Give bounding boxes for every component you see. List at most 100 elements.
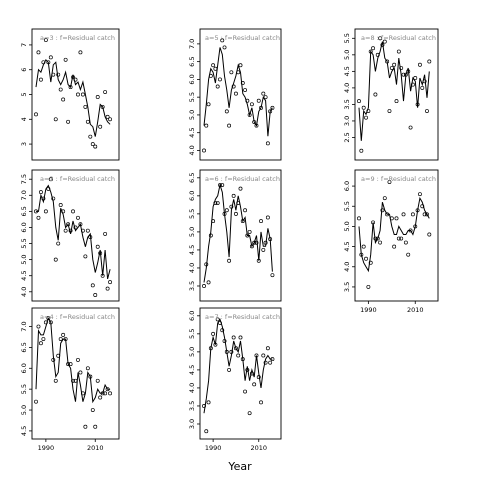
observed-point: [215, 317, 220, 322]
observed-point: [256, 375, 261, 380]
observed-point: [90, 283, 95, 288]
y-tick-label: 6.0: [20, 363, 28, 373]
observed-point: [403, 240, 408, 245]
observed-point: [394, 216, 399, 221]
observed-point: [76, 215, 80, 220]
observed-point: [202, 404, 206, 408]
y-tick-label: 5.0: [343, 50, 351, 60]
observed-point: [224, 109, 229, 114]
y-tick-label: 3.5: [343, 99, 351, 109]
observed-point: [240, 219, 245, 224]
y-tick-label: 5: [20, 92, 28, 96]
y-tick-label: 4.5: [188, 128, 196, 138]
observed-point: [211, 63, 216, 68]
observed-point: [108, 280, 113, 285]
panel-label: a=2 : f=Residual catch: [40, 175, 115, 183]
observed-point: [256, 98, 261, 103]
observed-point: [270, 357, 275, 362]
observed-point: [247, 112, 252, 117]
observed-point: [427, 59, 432, 64]
observed-point: [34, 209, 38, 214]
observed-point: [265, 215, 270, 220]
observed-point: [103, 90, 108, 94]
observed-point: [378, 240, 383, 245]
observed-point: [357, 216, 361, 221]
observed-point: [389, 216, 394, 221]
observed-point: [401, 72, 406, 77]
observed-point: [259, 400, 263, 405]
x-tick-label: 2010: [250, 444, 267, 452]
observed-point: [80, 92, 85, 97]
observed-point: [415, 102, 420, 107]
observed-point: [380, 42, 385, 47]
observed-point: [100, 273, 105, 278]
observed-point: [105, 387, 110, 392]
y-tick-label: 2.5: [343, 132, 351, 142]
observed-point: [213, 201, 218, 205]
y-tick-label: 4.0: [188, 383, 196, 393]
observed-point: [46, 186, 51, 191]
observed-point: [63, 228, 68, 233]
observed-point: [71, 209, 75, 214]
observed-point: [206, 102, 211, 107]
observed-point: [220, 183, 225, 187]
observed-point: [259, 219, 263, 224]
observed-point: [36, 50, 41, 55]
observed-point: [95, 244, 100, 249]
observed-point: [263, 360, 268, 365]
panel-4: 4.0 4.5 5.0 5.5 6.0 6.5 7.0 7.5 a=2 : f=Residual…: [20, 169, 120, 302]
observed-point: [261, 247, 266, 252]
observed-point: [238, 63, 243, 68]
y-tick-label: 5.0: [188, 347, 196, 357]
y-tick-label: 5.5: [20, 238, 28, 248]
observed-point: [425, 109, 429, 113]
observed-point: [202, 148, 206, 153]
y-tick-label: 7.5: [20, 174, 28, 184]
observed-point: [58, 337, 63, 342]
observed-point: [249, 371, 254, 376]
y-tick-label: 6.0: [188, 311, 196, 321]
observed-point: [215, 84, 220, 89]
fitted-line: [36, 184, 111, 280]
y-tick-label: 4.0: [343, 83, 351, 93]
observed-point: [43, 320, 48, 325]
observed-point: [247, 229, 252, 234]
panel-frame: [199, 169, 282, 302]
observed-point: [368, 260, 373, 265]
observed-point: [417, 62, 422, 67]
fitted-line: [358, 196, 430, 273]
y-tick-label: 5.0: [20, 254, 28, 264]
observed-point: [270, 273, 275, 278]
observed-point: [364, 256, 368, 261]
observed-point: [408, 125, 413, 130]
observed-point: [236, 70, 241, 75]
observed-point: [43, 209, 48, 214]
observed-point: [361, 105, 366, 110]
y-tick-label: 4.0: [188, 263, 196, 273]
panel-label: a=8 : f=Residual catch: [361, 34, 436, 42]
observed-point: [222, 211, 227, 216]
observed-point: [66, 222, 71, 227]
observed-point: [263, 240, 268, 245]
panel-label: a=5 : f=Residual catch: [205, 34, 280, 42]
panel-8: 3.0 3.5 4.0 4.5 5.0 5.5 6.0 1990 2010 a=7 : f=Res…: [188, 307, 282, 452]
panel-5: 3.5 4.0 4.5 5.0 5.5 6.0 6.5 a=6 : f=Residual ca…: [188, 169, 282, 302]
observed-point: [208, 346, 213, 351]
observed-point: [34, 399, 38, 404]
y-tick-label: 6.0: [188, 191, 196, 201]
y-tick-label: 6.5: [20, 342, 28, 352]
observed-point: [227, 123, 232, 128]
y-tick-label: 5.0: [343, 221, 351, 231]
observed-point: [410, 212, 415, 217]
x-tick-label: 1990: [38, 444, 55, 452]
observed-point: [410, 82, 415, 87]
observed-point: [233, 211, 238, 216]
observed-point: [420, 204, 425, 209]
observed-point: [95, 378, 100, 383]
x-axis-label: Year: [227, 460, 252, 473]
observed-point: [220, 38, 225, 43]
y-tick-label: 5.5: [20, 384, 28, 394]
observed-point: [224, 349, 229, 354]
observed-point: [427, 232, 432, 237]
observed-point: [263, 95, 268, 100]
